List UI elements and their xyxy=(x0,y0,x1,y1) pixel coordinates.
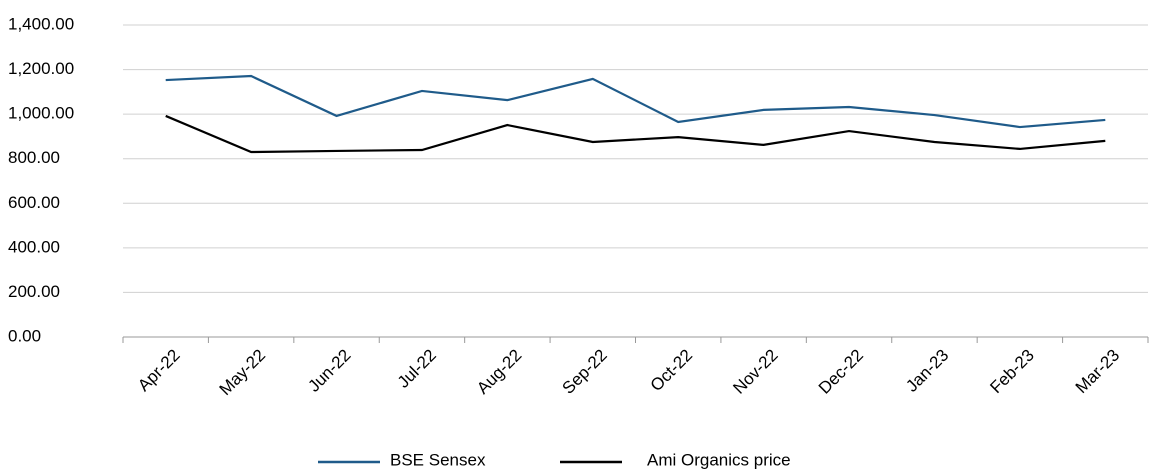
legend-label: BSE Sensex xyxy=(390,450,486,469)
y-tick-label: 0.00 xyxy=(8,326,41,345)
y-tick-label: 1,400.00 xyxy=(8,14,74,33)
x-tick-label: Jan-23 xyxy=(902,346,952,396)
y-tick-label: 400.00 xyxy=(8,237,60,256)
x-tick-label: Jul-22 xyxy=(394,346,440,392)
x-tick-label: Feb-23 xyxy=(986,346,1038,398)
legend-label: Ami Organics price xyxy=(647,450,791,469)
x-tick-label: Dec-22 xyxy=(815,346,867,398)
x-tick-label: Oct-22 xyxy=(647,346,697,396)
y-tick-label: 600.00 xyxy=(8,193,60,212)
x-tick-label: Sep-22 xyxy=(559,346,611,398)
series-line xyxy=(165,74,1106,129)
x-tick-label: May-22 xyxy=(216,346,270,400)
x-tick-label: Nov-22 xyxy=(729,346,781,398)
x-tick-label: Jun-22 xyxy=(304,346,354,396)
y-tick-label: 1,000.00 xyxy=(8,104,74,123)
x-tick-label: Aug-22 xyxy=(473,346,525,398)
y-tick-label: 1,200.00 xyxy=(8,59,74,78)
x-tick-label: Mar-23 xyxy=(1072,346,1124,398)
x-tick-label: Apr-22 xyxy=(134,346,184,396)
y-tick-label: 200.00 xyxy=(8,282,60,301)
y-tick-label: 800.00 xyxy=(8,148,60,167)
series-line xyxy=(165,114,1106,154)
